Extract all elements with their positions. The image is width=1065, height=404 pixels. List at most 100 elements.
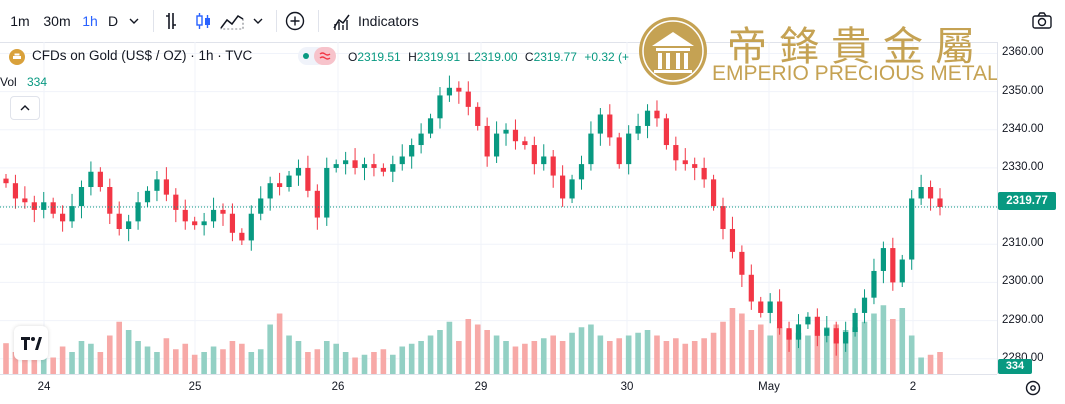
volume-bar: [465, 319, 472, 374]
volume-bar: [342, 352, 349, 374]
candle-body: [409, 145, 415, 157]
volume-bar: [842, 330, 849, 374]
time-tick-label: 26: [331, 381, 345, 393]
candle-body: [550, 156, 556, 176]
open-value: 2319.51: [357, 50, 401, 64]
volume-bar: [522, 343, 528, 374]
chevron-down-icon[interactable]: [126, 9, 142, 33]
candle-body: [116, 213, 122, 229]
volume-bar: [757, 324, 764, 374]
volume-bar: [267, 324, 273, 374]
candle-body: [465, 91, 471, 107]
volume-bar: [210, 346, 217, 374]
watermark-english: EMPERIO PRECIOUS METALS: [712, 62, 1013, 85]
candle-body: [295, 167, 302, 176]
volume-bar: [182, 343, 189, 374]
volume-bar: [625, 335, 632, 374]
candle-body: [239, 232, 245, 241]
high-value: 2319.91: [416, 50, 461, 64]
volume-bar: [229, 341, 236, 374]
interval-1h[interactable]: 1h: [82, 13, 98, 29]
volume-bar: [314, 349, 321, 374]
candle-body: [88, 171, 94, 188]
candle-body: [78, 187, 85, 207]
candle-body: [324, 167, 330, 218]
volume-bar: [739, 313, 745, 374]
volume-bar: [805, 335, 811, 374]
candlestick-icon[interactable]: [190, 9, 216, 33]
settings-icon[interactable]: [1022, 377, 1044, 399]
volume-bar: [418, 341, 424, 374]
volume-bar: [191, 354, 198, 374]
candle-body: [371, 164, 377, 168]
volume-bar: [69, 352, 75, 374]
collapse-legend-button[interactable]: [10, 96, 40, 120]
volume-bar: [352, 357, 358, 374]
price-chart[interactable]: [0, 42, 997, 374]
candle-body: [541, 156, 547, 165]
candle-body: [399, 156, 405, 165]
volume-bar: [408, 343, 415, 374]
candle-body: [890, 248, 896, 283]
interval-d[interactable]: D: [107, 13, 119, 29]
cfd-badge-icon[interactable]: [314, 47, 336, 65]
candle-body: [248, 213, 254, 241]
volume-bar: [776, 327, 783, 374]
add-compare-icon[interactable]: [283, 9, 307, 33]
volume-bar: [173, 349, 179, 374]
volume-bar: [323, 341, 330, 374]
volume-bar: [154, 352, 160, 374]
volume-bar: [201, 352, 207, 374]
time-axis[interactable]: [0, 374, 997, 404]
candle-body: [522, 141, 528, 146]
area-chart-icon[interactable]: [218, 9, 246, 33]
chevron-up-icon: [20, 105, 30, 111]
volume-bar: [3, 343, 9, 374]
candle-body: [12, 183, 19, 199]
close-value: 2319.77: [533, 50, 577, 64]
price-tick-label: 2300.00: [1002, 275, 1044, 288]
volume-bar: [248, 352, 255, 374]
candle-body: [352, 160, 358, 168]
candle-body: [616, 137, 622, 165]
symbol-title: CFDs on Gold (US$ / OZ) · 1h · TVC: [32, 48, 253, 63]
volume-bar: [710, 332, 717, 374]
camera-icon[interactable]: [1030, 9, 1054, 33]
bar-chart-icon[interactable]: [160, 9, 186, 33]
price-tick-label: 2330.00: [1002, 160, 1044, 173]
time-tick-label: 29: [474, 381, 488, 393]
interval-30m[interactable]: 30m: [43, 13, 71, 29]
tradingview-logo[interactable]: [14, 326, 48, 360]
candle-body: [41, 202, 47, 210]
candlesticks: [3, 75, 943, 356]
candle-body: [22, 198, 28, 203]
volume-bar: [380, 349, 387, 374]
ohlc-values: O2319.51 H2319.91 L2319.00 C2319.77 +0.3…: [348, 50, 630, 64]
candle-body: [654, 110, 660, 119]
volume-bar: [748, 330, 755, 374]
interval-1m[interactable]: 1m: [10, 13, 30, 29]
toolbar-divider: [153, 10, 154, 32]
volume-bar: [106, 335, 113, 374]
price-tick-label: 2360.00: [1002, 46, 1044, 59]
volume-bar: [31, 354, 38, 374]
volume-bar: [852, 327, 858, 374]
top-toolbar: 1m 30m 1h D Indicators: [0, 0, 1065, 43]
candle-body: [626, 133, 632, 165]
volume-bars: [3, 305, 943, 374]
volume-bar: [559, 341, 566, 374]
candle-body: [682, 160, 688, 165]
volume-bar: [144, 346, 151, 374]
candle-body: [267, 183, 273, 199]
candle-body: [927, 187, 934, 199]
indicators-button[interactable]: Indicators: [332, 9, 424, 33]
candle-body: [135, 202, 141, 222]
candle-body: [418, 133, 424, 146]
candle-body: [560, 175, 566, 199]
candle-body: [918, 187, 924, 199]
time-tick-label: 30: [620, 381, 634, 393]
candle-body: [795, 324, 802, 340]
chevron-down-icon[interactable]: [250, 9, 266, 33]
candle-body: [512, 129, 519, 142]
volume-bar: [97, 352, 104, 374]
